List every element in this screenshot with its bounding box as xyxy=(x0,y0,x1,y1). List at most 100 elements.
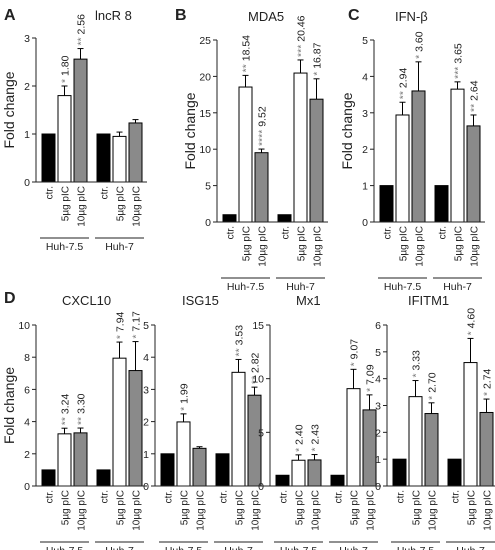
value-annotation: ** 3.53 xyxy=(234,325,246,357)
bar xyxy=(408,396,423,487)
y-tick-label: 4 xyxy=(24,417,30,429)
value-label: 3.53 xyxy=(234,325,246,349)
y-tick-label: 15 xyxy=(252,320,264,332)
bar xyxy=(424,413,439,487)
y-tick-label: 5 xyxy=(258,427,264,439)
x-tick-label: 10µg pIC xyxy=(132,186,143,227)
significance-stars: * xyxy=(466,331,478,335)
chart-title: IFN-β xyxy=(395,9,428,24)
value-annotation: ** 2.94 xyxy=(398,68,410,100)
x-tick-label: 10µg pIC xyxy=(470,226,481,267)
y-tick-label: 3 xyxy=(24,33,30,45)
x-tick-label: 10µg pIC xyxy=(415,226,426,267)
group-label: Huh-7 xyxy=(456,545,485,550)
value-annotation: ** 3.30 xyxy=(76,393,88,425)
value-annotation: * 2.40 xyxy=(294,424,306,452)
chart-title: CXCL10 xyxy=(62,293,111,308)
value-label: 9.07 xyxy=(349,339,361,363)
x-tick-label: 10µg pIC xyxy=(132,490,143,531)
x-tick-label: ctr. xyxy=(100,186,111,199)
significance-stars: ** xyxy=(250,376,262,384)
value-label: 3.60 xyxy=(414,31,426,55)
value-label: 2.56 xyxy=(76,14,88,38)
value-annotation: * 3.60 xyxy=(414,31,426,59)
bar xyxy=(395,114,410,223)
y-tick-label: 2 xyxy=(143,417,149,429)
significance-stars: * xyxy=(60,79,72,83)
significance-stars: *** xyxy=(296,45,308,57)
value-label: 2.64 xyxy=(469,80,481,104)
significance-stars: * xyxy=(349,362,361,366)
group-label: Huh-7 xyxy=(105,545,134,550)
x-tick-label: 5µg pIC xyxy=(235,490,246,525)
value-annotation: * 2.74 xyxy=(482,368,494,396)
significance-stars: * xyxy=(179,407,191,411)
x-tick-label: 10µg pIC xyxy=(258,226,269,267)
value-label: 3.24 xyxy=(60,393,72,417)
bar xyxy=(411,90,426,223)
bar xyxy=(392,458,407,487)
x-tick-label: 5µg pIC xyxy=(180,490,191,525)
y-axis-label: Fold change xyxy=(182,92,198,169)
value-label: 16.87 xyxy=(312,42,324,71)
bar xyxy=(309,98,324,223)
chart-title: IFITM1 xyxy=(408,293,449,308)
significance-stars: * xyxy=(131,334,143,338)
panel-label: C xyxy=(348,7,360,24)
bar xyxy=(73,432,88,487)
value-label: 3.65 xyxy=(453,43,465,67)
value-annotation: ** 2.82 xyxy=(250,352,262,384)
bar xyxy=(466,125,481,223)
value-annotation: * 7.94 xyxy=(115,311,127,339)
bar xyxy=(176,421,191,487)
bar xyxy=(254,152,269,223)
value-annotation: * 1.80 xyxy=(60,55,72,83)
value-label: 1.99 xyxy=(179,383,191,407)
y-tick-label: 4 xyxy=(362,71,368,83)
y-tick-label: 1 xyxy=(375,454,381,466)
bar xyxy=(231,371,246,487)
x-tick-label: 10µg pIC xyxy=(483,490,494,531)
group-label: Huh-7.5 xyxy=(46,241,84,253)
value-label: 18.54 xyxy=(241,35,253,64)
value-annotation: ** 18.54 xyxy=(241,35,253,73)
x-tick-label: 5µg pIC xyxy=(116,490,127,525)
x-tick-label: 5µg pIC xyxy=(297,226,308,261)
bar xyxy=(96,133,111,183)
bar xyxy=(41,133,56,183)
y-tick-label: 6 xyxy=(24,384,30,396)
x-tick-label: 5µg pIC xyxy=(242,226,253,261)
x-tick-label: 10µg pIC xyxy=(77,186,88,227)
group-label: Huh-7.5 xyxy=(227,281,265,293)
x-tick-label: 5µg pIC xyxy=(454,226,465,261)
x-tick-label: ctr. xyxy=(164,490,175,503)
y-tick-label: 2 xyxy=(24,81,30,93)
bar xyxy=(277,214,292,223)
y-tick-label: 5 xyxy=(143,320,149,332)
significance-stars: * xyxy=(427,396,439,400)
bar xyxy=(379,185,394,223)
x-tick-label: ctr. xyxy=(396,490,407,503)
y-tick-label: 0 xyxy=(24,481,30,493)
bar xyxy=(275,474,290,487)
y-axis-label: Fold change xyxy=(1,367,17,444)
x-tick-label: ctr. xyxy=(281,226,292,239)
value-label: 2.43 xyxy=(310,424,322,448)
value-label: 7.17 xyxy=(131,311,143,335)
significance-stars: * xyxy=(115,335,127,339)
value-annotation: ** 2.56 xyxy=(76,14,88,46)
value-annotation: *** 20.46 xyxy=(296,15,308,57)
y-tick-label: 15 xyxy=(199,108,211,120)
significance-stars: **** xyxy=(257,130,269,146)
value-label: 7.94 xyxy=(115,311,127,335)
bar xyxy=(192,447,207,487)
bar xyxy=(222,214,237,223)
value-label: 3.33 xyxy=(411,350,423,374)
y-tick-label: 5 xyxy=(375,347,381,359)
bar xyxy=(128,122,143,183)
y-tick-label: 3 xyxy=(143,384,149,396)
value-annotation: * 2.70 xyxy=(427,372,439,400)
